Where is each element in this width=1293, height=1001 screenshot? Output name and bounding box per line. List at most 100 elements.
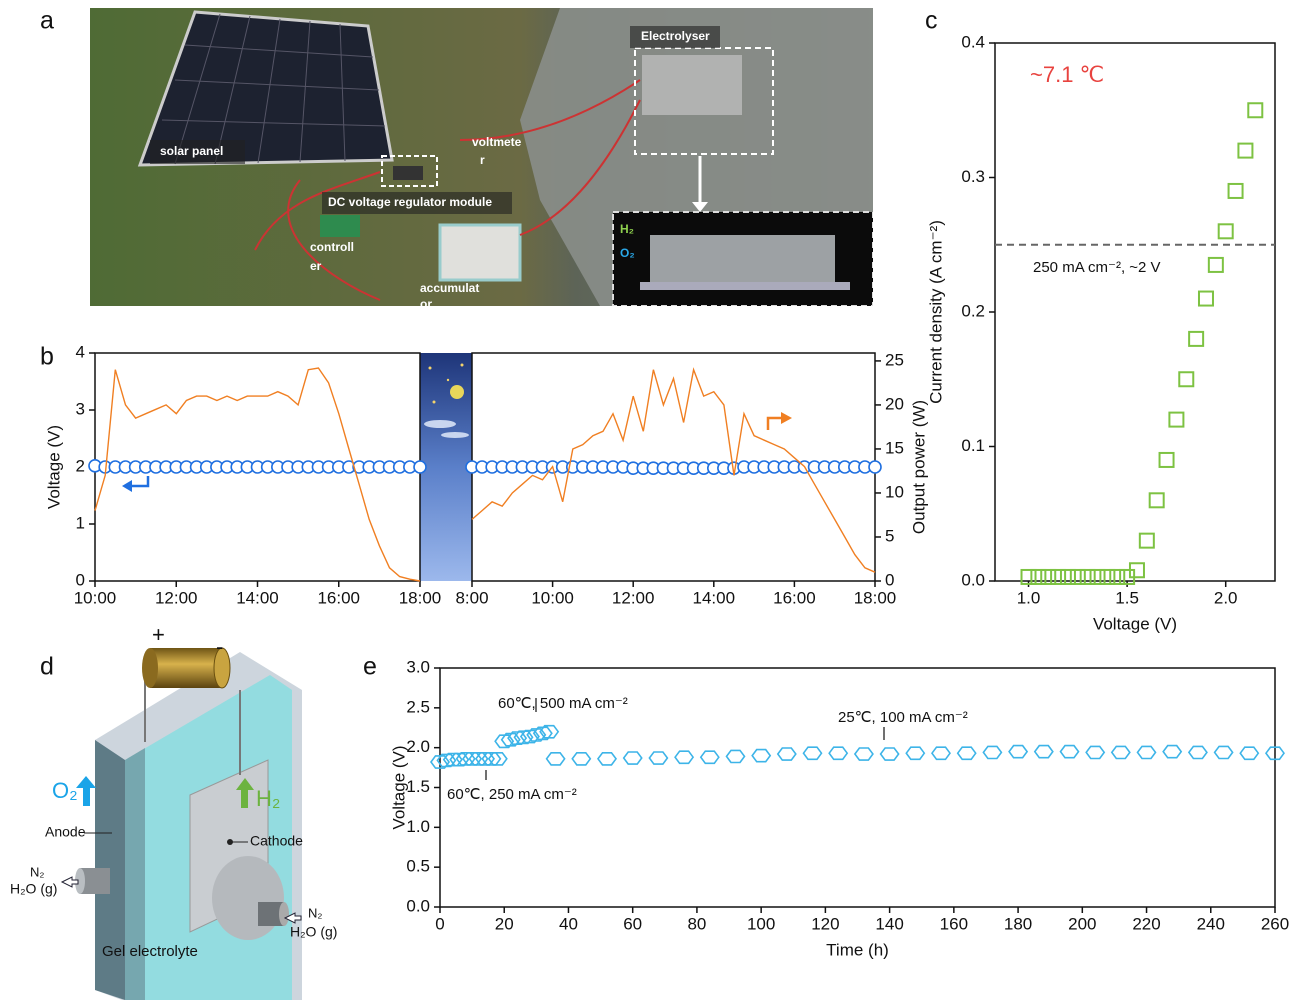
y2-tick-label: 0 (885, 570, 894, 589)
x-tick-label: 180 (1004, 914, 1032, 933)
y-tick-label: 0.5 (406, 857, 430, 876)
photo-label: DC voltage regulator module (328, 195, 492, 209)
marker (1237, 142, 1254, 159)
photo-label: er (310, 259, 322, 273)
marker (1059, 744, 1080, 759)
marker (1168, 411, 1185, 428)
y2-tick-label: 20 (885, 394, 904, 413)
y-tick-label: 2 (76, 456, 85, 475)
marker (674, 750, 695, 765)
inset-base (640, 282, 850, 290)
diagram-label: - (216, 634, 223, 659)
annotation: ~7.1 ℃ (1030, 62, 1104, 87)
diagram (60, 647, 302, 1000)
y-tick-label: 0 (76, 570, 85, 589)
marker (1089, 568, 1106, 585)
plot-frame (994, 42, 1276, 582)
x-tick-label: 18:00 (399, 588, 442, 607)
x-tick-label: 40 (559, 914, 578, 933)
marker (622, 751, 643, 765)
x-tick-label: 80 (687, 914, 706, 933)
electrolyser (642, 55, 742, 115)
panel-label: e (363, 653, 377, 681)
annotation: 60℃, 500 mA cm⁻² (498, 695, 628, 712)
diagram-label: Anode (45, 824, 86, 840)
diagram-label: O₂ (52, 778, 78, 803)
marker (1069, 568, 1086, 585)
solar-grid (161, 13, 386, 165)
x-tick-label: 160 (940, 914, 968, 933)
x-tick-label: 20 (495, 914, 514, 933)
diagram-label: H₂O (g) (290, 924, 337, 940)
marker (526, 728, 547, 742)
y-tick-label: 3.0 (406, 657, 430, 676)
x-tick-label: 140 (875, 914, 903, 933)
marker (545, 751, 566, 766)
marker (751, 748, 772, 763)
label-bg (630, 26, 720, 48)
photo-label: controll (310, 240, 354, 254)
y-tick-label: 2.0 (406, 737, 430, 756)
photo-label: solar panel (160, 144, 223, 158)
label-bg (150, 140, 245, 164)
marker (1008, 744, 1029, 759)
diagram-label: Cathode (250, 833, 303, 849)
y-axis-label: Voltage (V) (389, 745, 408, 829)
marker (1158, 451, 1175, 468)
marker (802, 746, 823, 761)
marker (1207, 256, 1224, 273)
y2-tick-label: 10 (885, 482, 904, 501)
photo (90, 8, 873, 306)
marker (868, 460, 882, 474)
panel-label: a (40, 7, 54, 35)
photo-label: O₂ (620, 246, 635, 260)
photo-label: or (420, 297, 432, 311)
label-bg (322, 192, 512, 214)
x-tick-label: 120 (811, 914, 839, 933)
y2-axis-label: Output power (W) (909, 400, 928, 534)
marker (1050, 568, 1067, 585)
x-tick-label: 200 (1068, 914, 1096, 933)
marker (1099, 568, 1116, 585)
power-end (213, 647, 231, 689)
diagram-label: N₂ (30, 864, 44, 879)
x-tick-label: 1.0 (1017, 588, 1041, 607)
marker (776, 747, 797, 761)
marker (1217, 223, 1234, 240)
marker (1085, 745, 1106, 760)
inlet-arrow (60, 876, 79, 888)
marker (1265, 746, 1285, 761)
y-tick-label: 2.5 (406, 697, 430, 716)
marker (571, 751, 592, 766)
x-tick-label: 10:00 (74, 588, 117, 607)
marker (1247, 102, 1264, 119)
y2-tick-label: 25 (885, 350, 904, 369)
x-tick-label: 18:00 (854, 588, 897, 607)
x-axis-label: Voltage (V) (1093, 614, 1177, 633)
marker (1079, 568, 1096, 585)
marker (1197, 290, 1214, 307)
stars (428, 363, 464, 404)
o2-arrow (76, 776, 96, 806)
axis-arrow-head (122, 480, 132, 492)
marker (430, 755, 450, 769)
marker (597, 751, 617, 766)
inlet-arrow (283, 912, 302, 924)
photo-label: H₂ (620, 222, 634, 236)
y-tick-label: 0.2 (961, 301, 985, 320)
marker (1020, 568, 1037, 585)
panel-label: c (925, 7, 938, 35)
arrow-head (692, 202, 708, 212)
y-axis-label: Voltage (V) (44, 425, 63, 509)
x-tick-label: 220 (1132, 914, 1160, 933)
marker (982, 745, 1003, 760)
marker (487, 751, 508, 766)
y-tick-label: 0.1 (961, 436, 985, 455)
y-tick-label: 4 (76, 342, 85, 361)
regulator (393, 166, 423, 180)
marker (1109, 568, 1126, 585)
marker (853, 747, 874, 761)
photo-label: r (480, 153, 485, 167)
marker (500, 732, 521, 747)
series-line (94, 367, 421, 582)
